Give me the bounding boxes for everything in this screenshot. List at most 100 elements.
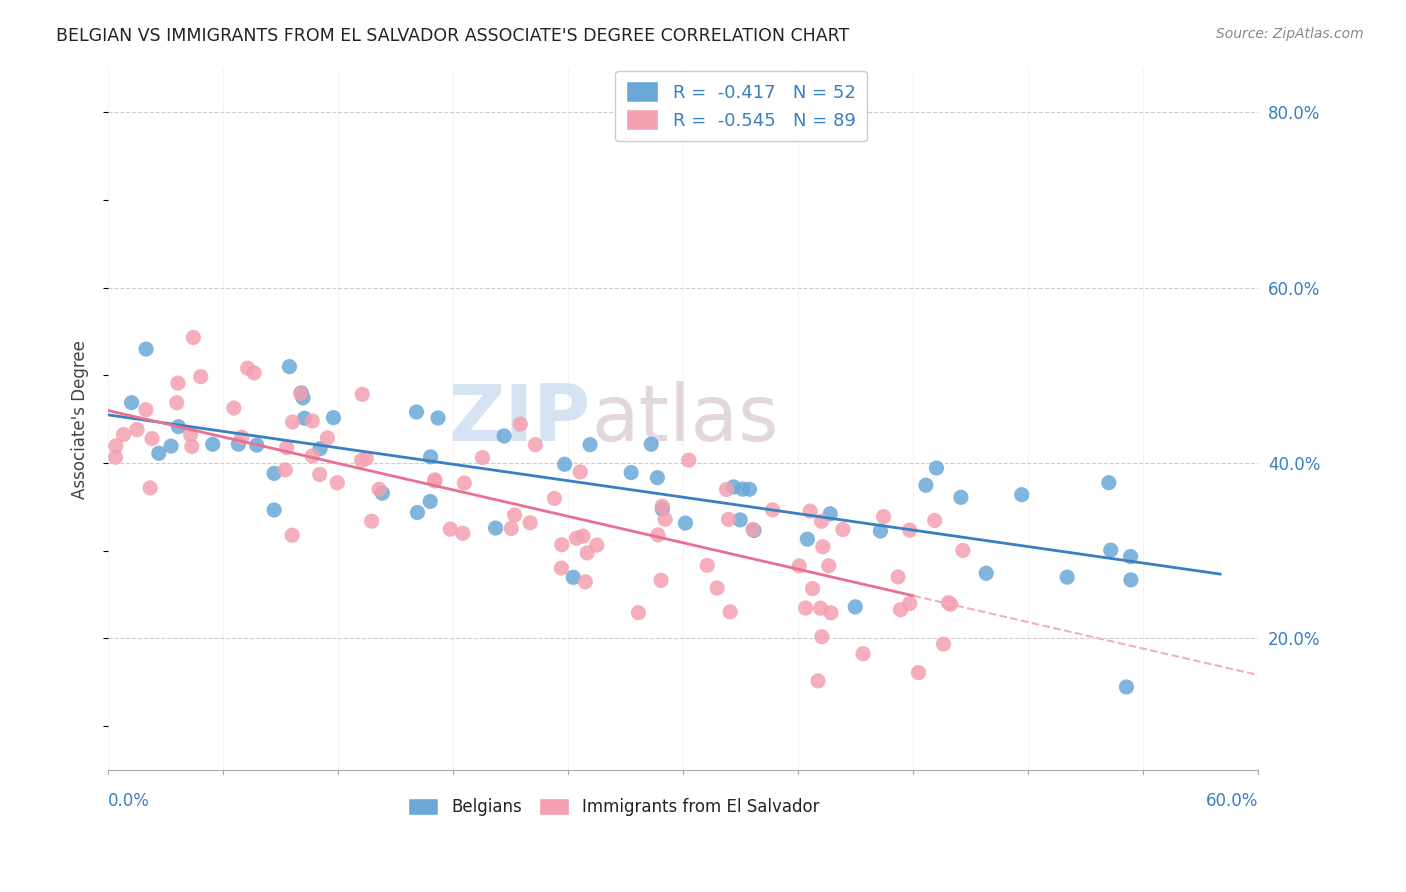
Point	[294, 411, 316, 425]
Point	[844, 599, 866, 614]
Point	[494, 429, 516, 443]
Point	[316, 431, 339, 445]
Text: ZIP: ZIP	[449, 381, 591, 458]
Point	[180, 440, 202, 454]
Point	[368, 483, 391, 497]
Point	[148, 446, 170, 460]
Point	[801, 582, 824, 596]
Point	[898, 523, 921, 537]
Point	[1099, 543, 1122, 558]
Point	[281, 415, 304, 429]
Point	[554, 457, 576, 471]
Point	[647, 528, 669, 542]
Point	[246, 438, 269, 452]
Point	[1098, 475, 1121, 490]
Point	[519, 516, 541, 530]
Point	[787, 558, 810, 573]
Point	[276, 441, 298, 455]
Point	[620, 466, 643, 480]
Point	[939, 597, 962, 611]
Point	[167, 419, 190, 434]
Point	[453, 475, 475, 490]
Point	[852, 647, 875, 661]
Point	[915, 478, 938, 492]
Point	[647, 470, 669, 484]
Point	[678, 453, 700, 467]
Point	[125, 423, 148, 437]
Point	[281, 528, 304, 542]
Point	[484, 521, 506, 535]
Point	[810, 514, 832, 528]
Point	[190, 369, 212, 384]
Point	[301, 449, 323, 463]
Point	[872, 509, 894, 524]
Point	[278, 359, 301, 374]
Point	[112, 427, 135, 442]
Point	[167, 376, 190, 391]
Point	[550, 561, 572, 575]
Point	[869, 524, 891, 538]
Point	[439, 522, 461, 536]
Point	[263, 467, 285, 481]
Point	[831, 523, 853, 537]
Point	[243, 366, 266, 380]
Point	[290, 385, 312, 400]
Point	[201, 437, 224, 451]
Point	[887, 570, 910, 584]
Point	[1119, 573, 1142, 587]
Point	[301, 414, 323, 428]
Point	[551, 538, 574, 552]
Point	[572, 529, 595, 543]
Point	[326, 475, 349, 490]
Text: BELGIAN VS IMMIGRANTS FROM EL SALVADOR ASSOCIATE'S DEGREE CORRELATION CHART: BELGIAN VS IMMIGRANTS FROM EL SALVADOR A…	[56, 27, 849, 45]
Point	[949, 491, 972, 505]
Point	[811, 540, 834, 554]
Point	[419, 494, 441, 508]
Point	[716, 483, 738, 497]
Y-axis label: Associate's Degree: Associate's Degree	[72, 340, 89, 499]
Point	[236, 361, 259, 376]
Point	[952, 543, 974, 558]
Point	[322, 410, 344, 425]
Point	[738, 482, 761, 496]
Point	[141, 432, 163, 446]
Point	[354, 451, 377, 466]
Point	[1056, 570, 1078, 584]
Point	[650, 574, 672, 588]
Point	[503, 508, 526, 522]
Point	[1119, 549, 1142, 564]
Point	[352, 387, 374, 401]
Point	[309, 442, 332, 456]
Text: 60.0%: 60.0%	[1206, 792, 1258, 810]
Point	[121, 395, 143, 409]
Point	[181, 330, 204, 344]
Point	[1115, 680, 1137, 694]
Point	[818, 507, 841, 521]
Point	[423, 474, 446, 488]
Point	[728, 513, 751, 527]
Point	[574, 574, 596, 589]
Point	[451, 526, 474, 541]
Point	[501, 521, 523, 535]
Point	[742, 524, 765, 538]
Point	[406, 506, 429, 520]
Point	[104, 450, 127, 465]
Point	[274, 463, 297, 477]
Point	[794, 601, 817, 615]
Point	[405, 405, 427, 419]
Point	[524, 437, 547, 451]
Point	[810, 601, 832, 615]
Point	[925, 461, 948, 475]
Point	[974, 566, 997, 581]
Point	[291, 391, 314, 405]
Point	[371, 486, 394, 500]
Point	[471, 450, 494, 465]
Point	[717, 512, 740, 526]
Point	[135, 342, 157, 356]
Text: 0.0%: 0.0%	[108, 792, 150, 810]
Point	[907, 665, 929, 680]
Point	[222, 401, 245, 415]
Point	[932, 637, 955, 651]
Point	[231, 430, 253, 444]
Point	[654, 512, 676, 526]
